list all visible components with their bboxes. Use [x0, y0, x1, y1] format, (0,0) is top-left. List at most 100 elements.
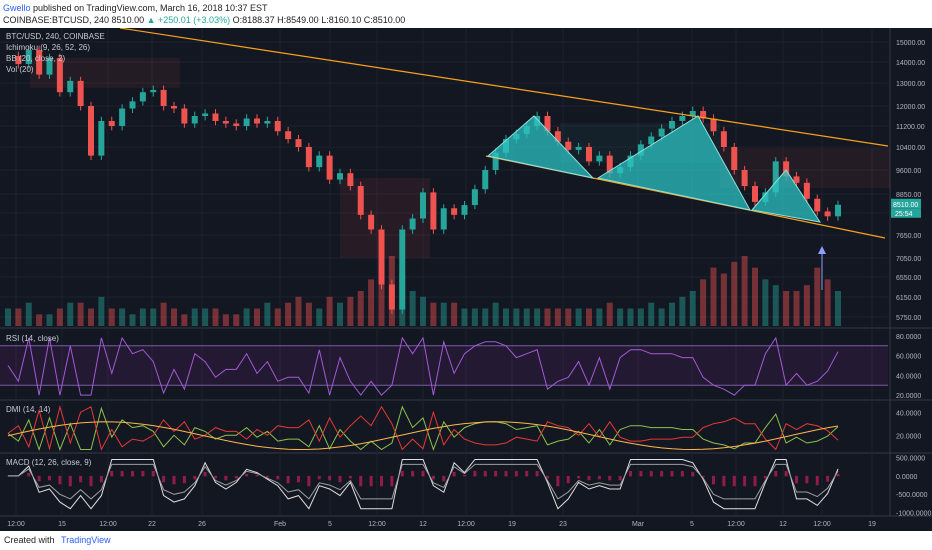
candle-body: [285, 131, 292, 140]
y-tick-label: 8850.00: [896, 192, 921, 199]
volume-bar: [368, 279, 375, 326]
volume-bar: [492, 302, 499, 326]
macd-histogram-bar: [255, 474, 259, 477]
macd-histogram-bar: [722, 475, 726, 487]
candle-body: [108, 121, 115, 126]
macd-histogram-bar: [463, 474, 466, 477]
macd-histogram-bar: [514, 470, 518, 477]
pattern-triangle: [486, 115, 595, 179]
volume-bar: [233, 314, 240, 326]
volume-bar: [202, 308, 209, 326]
macd-histogram-bar: [629, 470, 632, 477]
candle-body: [606, 155, 613, 174]
y-tick-label: 14000.00: [896, 60, 925, 67]
macd-histogram-bar: [701, 475, 705, 478]
chart-area[interactable]: 15000.00 14000.00 13000.00 12000.00 11200.00…: [0, 27, 932, 531]
volume-bar: [264, 302, 271, 326]
macd-histogram-bar: [224, 475, 228, 481]
countdown-badge: [891, 208, 921, 218]
candle-body: [471, 189, 478, 206]
volume-bar: [399, 273, 406, 326]
tradingview-link[interactable]: TradingView: [61, 535, 111, 545]
macd-histogram-bar: [421, 470, 425, 477]
x-tick-label: 12:00: [727, 521, 745, 528]
author-link[interactable]: Gwello: [3, 3, 31, 13]
macd-histogram-bar: [504, 470, 508, 477]
x-tick-label: 19: [868, 521, 876, 528]
volume-bar: [378, 267, 385, 326]
macd-histogram-bar: [380, 475, 383, 487]
volume-bar: [637, 308, 644, 326]
macd-histogram-bar: [317, 475, 321, 480]
close-value: C:8510.00: [363, 15, 406, 25]
volume-bar: [357, 291, 364, 326]
macd-histogram-bar: [131, 470, 134, 477]
x-tick-label: 12:00: [7, 521, 25, 528]
candle-body: [25, 50, 32, 65]
volume-bar: [36, 314, 43, 326]
volume-bar: [46, 314, 53, 326]
candle-body: [160, 89, 167, 106]
ichimoku-cloud: [340, 178, 430, 258]
adx-line: [7, 421, 839, 451]
macd-histogram-bar: [141, 470, 145, 477]
low-value: L:8160.10: [321, 15, 362, 25]
candle-body: [222, 121, 229, 124]
macd-histogram-bar: [805, 475, 809, 484]
volume-bar: [471, 308, 478, 326]
x-tick-label: 5: [690, 521, 694, 528]
x-tick-label: 12:00: [368, 521, 386, 528]
candle-body: [254, 118, 260, 124]
volume-bar: [98, 296, 105, 326]
volume-bar: [554, 308, 561, 326]
volume-bar: [77, 302, 84, 326]
candle-body: [793, 176, 800, 183]
volume-bar: [222, 314, 229, 326]
x-tick-label: 5: [328, 521, 332, 528]
y-tick-label: 5750.00: [896, 315, 921, 322]
x-tick-label: Feb: [274, 521, 286, 528]
y-tick-label: 10400.00: [896, 145, 925, 152]
macd-histogram-bar: [411, 470, 415, 477]
last-price-badge: [891, 198, 921, 209]
volume-bar: [285, 302, 292, 326]
dmi-tick-label: 40.0000: [896, 411, 921, 418]
volume-bar: [212, 308, 219, 326]
volume-bar: [586, 308, 592, 326]
chart-svg[interactable]: 15000.00 14000.00 13000.00 12000.00 11200.00…: [0, 27, 932, 531]
x-tick-label: 19: [508, 521, 516, 528]
publish-line: Gwello published on TradingView.com, Mar…: [3, 3, 268, 13]
x-tick-label: 12:00: [813, 521, 831, 528]
volume-bar: [689, 291, 696, 326]
macd-histogram-bar: [732, 475, 736, 487]
ichimoku-legend: Ichimoku (9, 26, 52, 26): [6, 43, 91, 52]
macd-histogram-bar: [566, 475, 570, 484]
x-tick-label: 12:00: [99, 521, 117, 528]
candle-body: [119, 108, 126, 126]
volume-bar: [15, 308, 22, 326]
countdown-label: 25:54: [895, 211, 913, 218]
volume-bar: [440, 302, 447, 326]
candle-body: [835, 204, 841, 217]
candle-body: [139, 92, 146, 102]
volume-bar: [679, 296, 686, 326]
volume-bar: [720, 273, 727, 326]
candle-body: [171, 106, 177, 109]
candle-body: [129, 101, 136, 109]
volume-bar: [326, 296, 333, 326]
x-tick-label: 26: [198, 521, 206, 528]
volume-bar: [544, 308, 551, 326]
macd-histogram-bar: [597, 475, 601, 480]
volume-bar: [56, 308, 63, 326]
candle-body: [824, 211, 831, 217]
x-tick-label: Mar: [632, 521, 645, 528]
volume-bar: [606, 302, 613, 326]
volume-bar: [150, 308, 157, 326]
macd-histogram-bar: [162, 475, 166, 483]
rsi-legend: RSI (14, close): [6, 334, 59, 343]
volume-bar: [171, 308, 177, 326]
volume-bar: [793, 291, 800, 326]
volume-bar: [88, 308, 94, 326]
candle-body: [482, 170, 489, 190]
volume-bar: [575, 308, 582, 326]
